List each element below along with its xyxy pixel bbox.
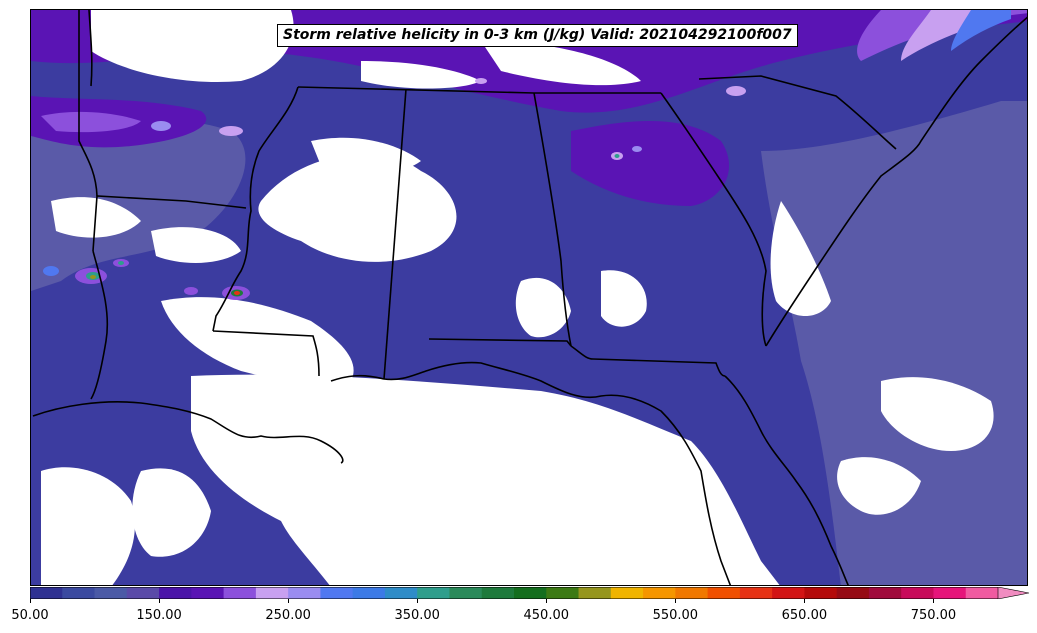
colorbar-segment — [384, 587, 418, 599]
colorbar-segment — [255, 587, 289, 599]
colorbar-segment — [126, 587, 160, 599]
colorbar-extend-arrow — [997, 587, 1030, 599]
helicity-field-mid-east — [761, 101, 1027, 585]
map-panel: Storm relative helicity in 0-3 km (J/kg)… — [30, 9, 1028, 586]
helicity-field-violet — [857, 10, 1027, 61]
colorbar-tick-mark — [675, 599, 677, 603]
colorbar-tick-mark — [933, 599, 935, 603]
border-tn-north — [297, 86, 661, 94]
colorbar-segment — [288, 587, 321, 599]
colorbar-tick-label: 150.00 — [136, 608, 182, 623]
no-data-arkansas — [51, 197, 241, 263]
helicity-maxima — [43, 78, 746, 300]
border-la-ms — [212, 330, 320, 377]
colorbar-tick-mark — [288, 599, 290, 603]
colorbar-segment — [546, 587, 580, 599]
colorbar-tick-label: 650.00 — [781, 608, 828, 623]
colorbar-tick-mark — [417, 599, 419, 603]
colorbar-segment — [901, 587, 935, 599]
colorbar-tick-mark — [159, 599, 161, 603]
colorbar-segment — [836, 587, 870, 599]
no-data-georgia — [515, 270, 647, 338]
colorbar-tick-mark — [804, 599, 806, 603]
colorbar-segment — [965, 587, 999, 599]
colorbar-segment — [417, 587, 451, 599]
helicity-field-mid — [31, 101, 246, 291]
colorbar-segment — [578, 587, 612, 599]
border-al-fl — [428, 338, 572, 347]
colorbar-segment — [191, 587, 225, 599]
colorbar-tick-mark — [546, 599, 548, 603]
colorbar-tick-label: 750.00 — [910, 608, 957, 623]
colorbar-segment — [675, 587, 709, 599]
border-tx-la — [90, 250, 109, 400]
colorbar-segment — [481, 587, 515, 599]
coast-fl-east — [724, 375, 849, 585]
colorbar-segment — [320, 587, 354, 599]
colorbar-segment — [739, 587, 773, 599]
no-data-north — [361, 41, 641, 89]
border-ga-sc — [660, 92, 767, 347]
colorbar-segment — [707, 587, 741, 599]
no-data-tennessee — [311, 137, 421, 173]
colorbar-segment — [610, 587, 644, 599]
border-ga-fl — [570, 345, 726, 377]
colorbar-segment — [30, 587, 63, 599]
colorbar-tick-label: 50.00 — [11, 608, 49, 623]
no-data-louisiana — [161, 297, 354, 386]
no-data-gulf — [191, 374, 780, 585]
helicity-map — [31, 10, 1027, 585]
colorbar-segment — [352, 587, 386, 599]
colorbar-tick-label: 350.00 — [394, 608, 440, 623]
colorbar-segment — [804, 587, 838, 599]
helicity-field-violet-west — [41, 111, 141, 133]
border-ms-river — [212, 86, 299, 332]
border-ar-la — [92, 195, 247, 252]
colorbar-tick-label: 550.00 — [652, 608, 699, 623]
colorbar-tick-label: 450.00 — [523, 608, 570, 623]
colorbar — [30, 587, 1030, 599]
colorbar-tick-label: 250.00 — [265, 608, 311, 623]
colorbar-segment — [772, 587, 805, 599]
no-data-atlantic — [881, 377, 994, 451]
no-data-regions — [41, 10, 994, 585]
colorbar-segment — [94, 587, 128, 599]
colorbar-segment — [159, 587, 192, 599]
no-data-top-left — [91, 10, 294, 82]
helicity-field-purple-east-tn — [571, 121, 730, 206]
border-ms-al — [383, 88, 407, 380]
border-al-ga — [533, 92, 572, 347]
colorbar-tick-mark — [30, 599, 31, 603]
no-data-mississippi — [258, 154, 457, 262]
no-data-gulf-west — [41, 467, 135, 585]
map-title: Storm relative helicity in 0-3 km (J/kg)… — [277, 24, 798, 47]
coast-atlantic — [765, 16, 1027, 347]
state-boundaries — [32, 10, 1027, 585]
no-data-gulf-mid — [132, 468, 211, 557]
no-data-florida-east — [770, 201, 831, 316]
border-mo — [88, 10, 93, 87]
no-data-atlantic-s — [837, 457, 921, 515]
colorbar-segment — [643, 587, 676, 599]
colorbar-segment — [449, 587, 483, 599]
border-nc-sc — [698, 75, 897, 150]
colorbar-segment — [514, 587, 547, 599]
border-ar-west — [78, 10, 98, 197]
colorbar-segment — [223, 587, 257, 599]
coast-la — [32, 361, 732, 585]
colorbar-segment — [933, 587, 967, 599]
helicity-field-blue — [951, 10, 1011, 51]
colorbar-segment — [868, 587, 902, 599]
colorbar-segment — [62, 587, 96, 599]
colorbar-ticks: 50.00 150.00 250.00 350.00 450.00 550.00 650.0… — [0, 599, 1037, 629]
